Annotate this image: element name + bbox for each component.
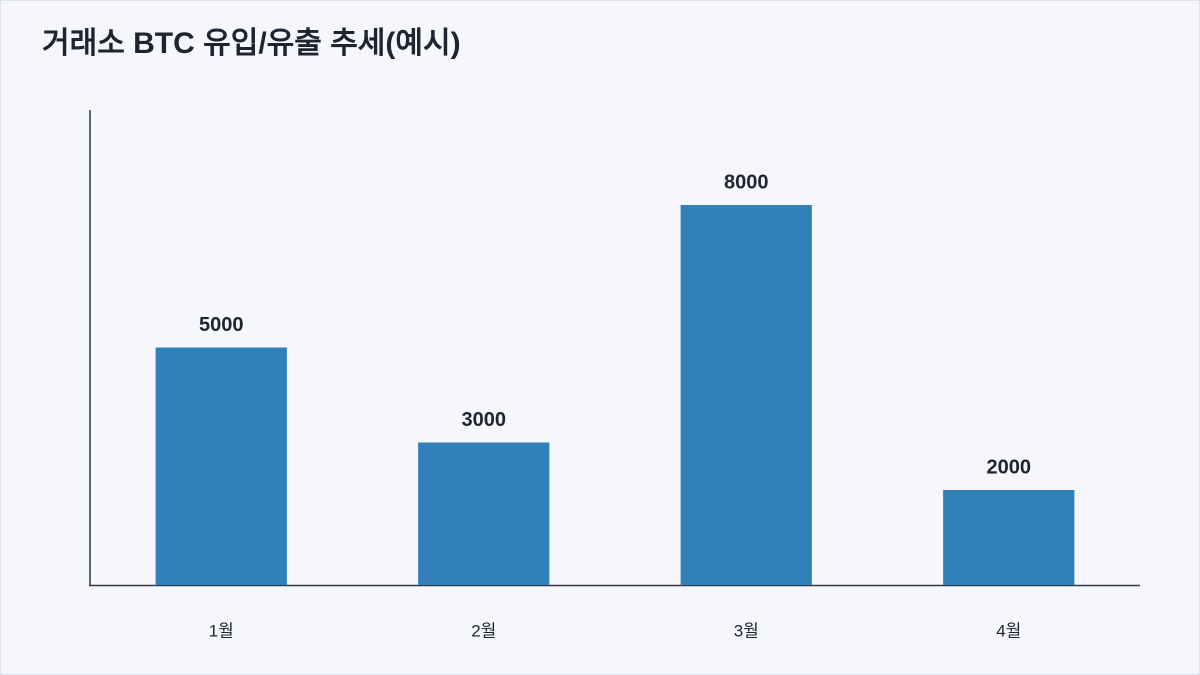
chart-title: 거래소 BTC 유입/유출 추세(예시) — [42, 27, 461, 60]
x-tick-label: 3월 — [734, 621, 759, 640]
value-label: 5000 — [199, 314, 244, 336]
bar — [418, 442, 550, 585]
bar — [680, 205, 812, 585]
value-label: 8000 — [724, 171, 769, 193]
bar — [155, 347, 287, 585]
x-tick-label: 2월 — [471, 621, 496, 640]
bar — [943, 490, 1075, 585]
value-label: 3000 — [462, 409, 507, 431]
x-tick-label: 4월 — [996, 621, 1021, 640]
x-tick-label: 1월 — [209, 621, 234, 640]
value-label: 2000 — [987, 456, 1032, 478]
